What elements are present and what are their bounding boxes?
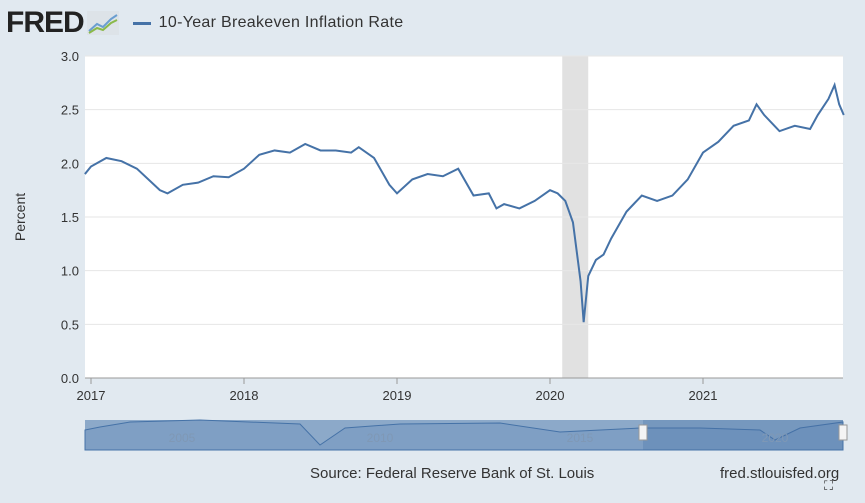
navigator-label: 2010 [367,431,394,445]
y-tick-label: 2.5 [61,103,79,118]
y-tick-label: 1.0 [61,264,79,279]
navigator-handle[interactable] [638,424,648,441]
x-tick-label: 2020 [536,388,565,403]
navigator-label: 2015 [567,431,594,445]
y-axis-label: Percent [12,193,28,241]
y-tick-label: 0.0 [61,371,79,386]
navigator-handle[interactable] [838,424,848,441]
y-tick-label: 1.5 [61,210,79,225]
source-text: Source: Federal Reserve Bank of St. Loui… [310,465,595,482]
navigator-label: 2020 [762,431,789,445]
source-url[interactable]: fred.stlouisfed.org [720,465,840,482]
x-tick-label: 2021 [689,388,718,403]
x-tick-label: 2018 [230,388,259,403]
y-tick-label: 3.0 [61,49,79,64]
navigator-selection [643,420,843,450]
fullscreen-icon[interactable]: ⛶ [824,478,834,493]
chart-logo-icon [86,11,119,35]
legend-swatch [132,21,151,25]
navigator-label: 2005 [169,431,196,445]
legend-item[interactable]: 10-Year Breakeven Inflation Rate [132,14,404,32]
fred-logo[interactable]: FRED [6,6,85,39]
x-tick-label: 2017 [77,388,106,403]
series-line [84,81,845,323]
legend-label: 10-Year Breakeven Inflation Rate [158,14,404,31]
header: FRED 10-Year Breakeven Inflation Rate [6,6,403,40]
y-tick-label: 0.5 [61,317,79,332]
x-tick-label: 2019 [383,388,412,403]
navigator-series [84,419,844,451]
y-tick-label: 2.0 [61,156,79,171]
